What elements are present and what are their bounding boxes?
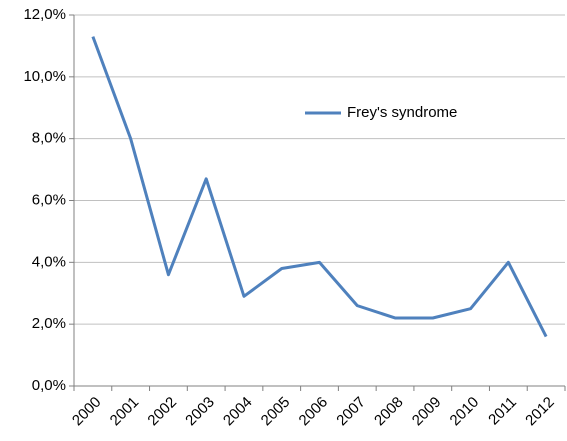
y-tick-label: 12,0%	[23, 6, 66, 23]
x-tick-label: 2000	[69, 394, 105, 430]
x-tick-label: 2011	[485, 394, 520, 429]
y-tick-label: 10,0%	[23, 68, 66, 85]
y-tick-label: 4,0%	[32, 253, 66, 270]
x-tick-label: 2003	[182, 394, 218, 430]
x-tick-label: 2004	[220, 394, 256, 430]
legend-label: Frey's syndrome	[347, 104, 457, 121]
x-tick-label: 2012	[522, 394, 558, 430]
y-tick-label: 2,0%	[32, 315, 66, 332]
y-tick-label: 0,0%	[32, 377, 66, 394]
x-tick-label: 2009	[409, 394, 445, 430]
x-tick-label: 2005	[258, 394, 294, 430]
x-tick-label: 2006	[296, 394, 332, 430]
x-tick-label: 2001	[107, 394, 143, 430]
x-tick-label: 2008	[371, 394, 407, 430]
y-tick-label: 8,0%	[32, 130, 66, 147]
y-tick-label: 6,0%	[32, 191, 66, 208]
x-tick-label: 2002	[144, 394, 180, 430]
x-tick-label: 2007	[333, 394, 369, 430]
x-tick-label: 2010	[447, 394, 483, 430]
data-line	[91, 36, 548, 338]
